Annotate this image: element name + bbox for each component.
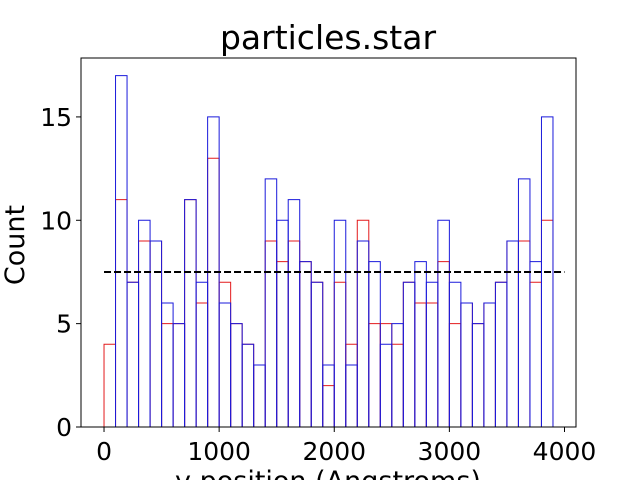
histogram-bar-s2-27 — [414, 261, 427, 427]
histogram-bar-s1-33 — [471, 323, 485, 427]
plot-frame — [80, 57, 577, 428]
histogram-bar-s2-24 — [379, 343, 393, 427]
histogram-bar-s1-7 — [172, 323, 186, 427]
histogram-bar-s1-38 — [529, 281, 542, 427]
x-axis-label: y position (Angstroms) — [175, 466, 481, 480]
histogram-bar-s2-36 — [517, 178, 531, 427]
histogram-bar-s2-22 — [356, 240, 370, 427]
histogram-bar-s1-34 — [483, 302, 496, 427]
histogram-bar-s2-31 — [460, 302, 473, 427]
x-tick-label: 0 — [96, 437, 112, 466]
histogram-bar-s1-32 — [460, 302, 473, 427]
histogram-bar-s1-21 — [333, 281, 347, 427]
histogram-bar-s2-16 — [287, 199, 301, 427]
histogram-bar-s1-23 — [356, 219, 370, 427]
histogram-bar-s2-11 — [230, 323, 243, 427]
histogram-bar-s1-28 — [414, 302, 427, 427]
histogram-bar-s2-8 — [195, 281, 209, 427]
histogram-bar-s1-26 — [391, 343, 404, 427]
histogram-bar-s2-5 — [161, 302, 174, 427]
histogram-bar-s1-25 — [379, 323, 393, 427]
histogram-bar-s2-32 — [471, 323, 485, 427]
histogram-bar-s2-23 — [368, 261, 381, 427]
plot-area — [103, 75, 565, 427]
histogram-bar-s1-19 — [310, 281, 324, 427]
histogram-bar-s1-16 — [276, 261, 289, 427]
histogram-bar-s1-18 — [299, 261, 312, 427]
histogram-bar-s2-18 — [310, 281, 324, 427]
histogram-bar-s1-27 — [402, 281, 416, 427]
histogram-bar-s1-2 — [115, 199, 128, 427]
x-tick-label: 4000 — [533, 437, 597, 466]
histogram-bar-s1-35 — [494, 281, 508, 427]
histogram-bar-s1-12 — [230, 323, 243, 427]
histogram-bar-s2-3 — [138, 219, 151, 427]
histogram-bar-s2-33 — [483, 302, 496, 427]
histogram-bar-s2-37 — [529, 261, 542, 427]
histogram-bar-s1-14 — [253, 364, 266, 427]
histogram-bar-s2-34 — [494, 281, 508, 427]
histogram-bar-s1-24 — [368, 323, 381, 427]
histogram-bar-s1-6 — [161, 323, 174, 427]
histogram-bar-s2-20 — [333, 219, 347, 427]
histogram-bar-s1-9 — [195, 302, 209, 427]
histogram-bar-s1-31 — [448, 323, 462, 427]
histogram-bar-s1-1 — [103, 343, 117, 427]
histogram-bar-s1-4 — [138, 240, 151, 427]
y-tick-label: 15 — [40, 103, 72, 132]
x-tick-label: 3000 — [418, 437, 482, 466]
histogram-bar-s2-21 — [345, 364, 358, 427]
histogram-bar-s2-30 — [448, 281, 462, 427]
axis-ticks: 0 1000 2000 3000 4000 0 5 10 15 — [40, 103, 596, 466]
histogram-bar-s2-25 — [391, 323, 404, 427]
x-tick-label: 1000 — [187, 437, 251, 466]
histogram-bar-s2-19 — [322, 364, 335, 427]
histogram-bar-s1-5 — [149, 240, 163, 427]
histogram-bar-s2-1 — [115, 75, 128, 427]
histogram-bar-s2-17 — [299, 261, 312, 427]
histogram-bar-s1-3 — [126, 281, 140, 427]
y-tick-label: 0 — [56, 413, 72, 442]
histogram-bar-s2-29 — [437, 219, 450, 427]
histogram-bar-s2-13 — [253, 364, 266, 427]
histogram-bar-s2-7 — [184, 199, 197, 427]
histogram-bar-s2-14 — [264, 178, 278, 427]
histogram-bar-s2-15 — [276, 219, 289, 427]
histogram-bar-s1-11 — [218, 281, 232, 427]
histogram-bar-s2-26 — [402, 281, 416, 427]
histogram-bar-s1-22 — [345, 343, 358, 427]
histogram-bar-s1-29 — [425, 302, 439, 427]
histogram-bar-s1-37 — [517, 240, 531, 427]
y-tick-label: 10 — [40, 206, 72, 235]
histogram-bar-s2-28 — [425, 281, 439, 427]
histogram-bar-s1-39 — [540, 219, 554, 427]
histogram-bar-s1-10 — [207, 157, 220, 427]
histogram-bar-s2-10 — [218, 302, 232, 427]
histogram-bar-s1-30 — [437, 261, 450, 427]
chart-title: particles.star — [220, 18, 436, 57]
x-tick-label: 2000 — [302, 437, 366, 466]
histogram-bar-s1-17 — [287, 240, 301, 427]
histogram-bar-s2-12 — [241, 343, 255, 427]
histogram-bar-s2-6 — [172, 323, 186, 427]
histogram-bar-s1-36 — [506, 240, 519, 427]
y-tick-label: 5 — [56, 310, 72, 339]
histogram-bar-s1-8 — [184, 199, 197, 427]
histogram-bar-s1-15 — [264, 240, 278, 427]
histogram-bar-s1-20 — [322, 385, 335, 427]
histogram-bar-s2-2 — [126, 281, 140, 427]
histogram-bar-s1-13 — [241, 343, 255, 427]
histogram-bar-s2-35 — [506, 240, 519, 427]
histogram-bar-s2-4 — [149, 240, 163, 427]
y-axis-label: Count — [0, 205, 31, 285]
histogram-bar-s2-38 — [540, 116, 554, 427]
